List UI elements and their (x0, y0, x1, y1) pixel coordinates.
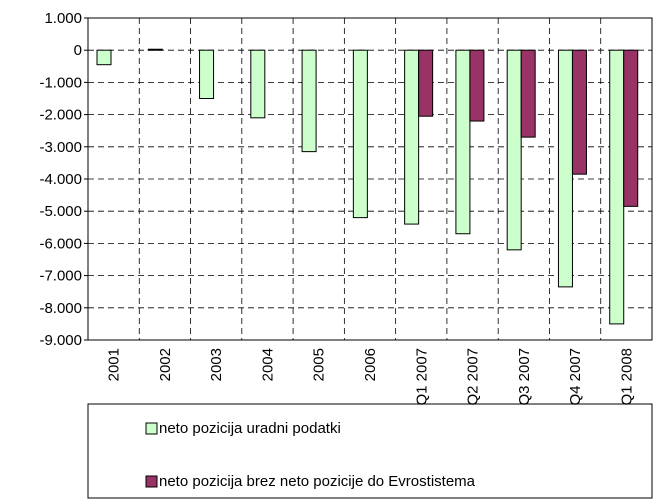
legend-box (87, 403, 653, 499)
x-tick-label: 2003 (208, 348, 225, 381)
y-tick-label: -9.000 (39, 332, 82, 349)
bar (250, 49, 266, 119)
x-tick-label: Q1 2007 (413, 348, 430, 406)
bar (571, 49, 587, 175)
x-tick-label: 2006 (362, 348, 379, 381)
x-tick-label: 2002 (157, 348, 174, 381)
bar (557, 49, 573, 288)
y-tick-label: -1.000 (39, 74, 82, 91)
plot-frame (87, 17, 653, 341)
legend-swatch (145, 475, 158, 488)
bar (469, 49, 485, 122)
y-tick-label: -2.000 (39, 107, 82, 124)
legend-swatch (145, 422, 158, 435)
y-tick-label: -8.000 (39, 300, 82, 317)
x-tick-label: Q3 2007 (516, 348, 533, 406)
y-tick-label: -4.000 (39, 171, 82, 188)
x-tick-label: Q2 2007 (465, 348, 482, 406)
x-tick-label: Q1 2008 (618, 348, 635, 406)
legend-label: neto pozicija uradni podatki (159, 420, 341, 437)
y-tick-label: -5.000 (39, 203, 82, 220)
legend-label: neto pozicija brez neto pozicije do Evro… (159, 473, 476, 490)
x-tick-label: Q4 2007 (567, 348, 584, 406)
bar (520, 49, 536, 138)
bar (418, 49, 434, 117)
bar (404, 49, 420, 225)
bar (199, 49, 215, 99)
y-tick-label: 0 (74, 42, 82, 59)
y-tick-label: 1.000 (44, 10, 82, 27)
y-tick-label: -6.000 (39, 235, 82, 252)
bar (96, 49, 112, 66)
bar (609, 49, 625, 325)
bar (352, 49, 368, 219)
x-tick-label: 2005 (311, 348, 328, 381)
bar (301, 49, 317, 153)
bar (506, 49, 522, 251)
bar (455, 49, 471, 235)
bar (623, 49, 639, 207)
bar (147, 48, 163, 51)
y-tick-label: -7.000 (39, 268, 82, 285)
y-tick-label: -3.000 (39, 139, 82, 156)
x-tick-label: 2004 (259, 348, 276, 381)
x-tick-label: 2001 (106, 348, 123, 381)
